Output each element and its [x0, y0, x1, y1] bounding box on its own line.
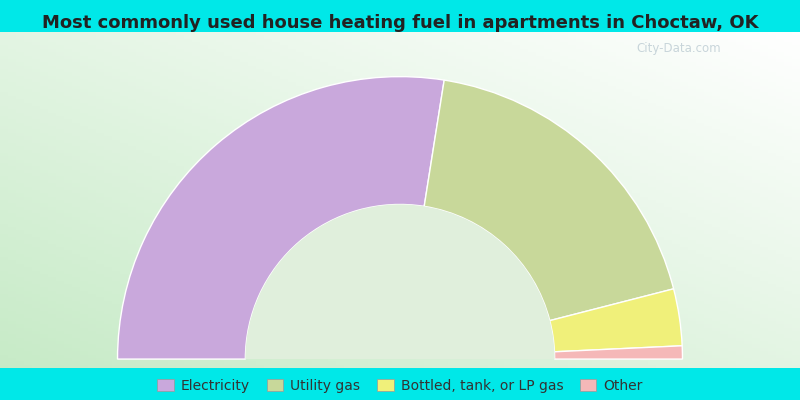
Wedge shape: [554, 346, 682, 359]
Wedge shape: [550, 289, 682, 352]
Wedge shape: [424, 80, 674, 321]
Wedge shape: [118, 77, 444, 359]
Text: Most commonly used house heating fuel in apartments in Choctaw, OK: Most commonly used house heating fuel in…: [42, 14, 758, 32]
Text: City-Data.com: City-Data.com: [637, 42, 722, 55]
Wedge shape: [246, 204, 554, 359]
Legend: Electricity, Utility gas, Bottled, tank, or LP gas, Other: Electricity, Utility gas, Bottled, tank,…: [154, 376, 646, 396]
